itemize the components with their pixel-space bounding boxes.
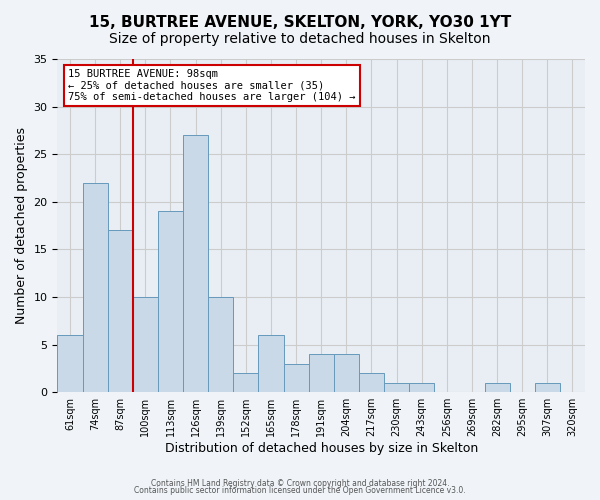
Bar	[208, 297, 233, 392]
Bar	[259, 335, 284, 392]
Y-axis label: Number of detached properties: Number of detached properties	[15, 127, 28, 324]
Text: 15, BURTREE AVENUE, SKELTON, YORK, YO30 1YT: 15, BURTREE AVENUE, SKELTON, YORK, YO30 …	[89, 15, 511, 30]
Bar	[308, 354, 334, 392]
Text: Contains public sector information licensed under the Open Government Licence v3: Contains public sector information licen…	[134, 486, 466, 495]
Bar	[107, 230, 133, 392]
Bar	[535, 382, 560, 392]
Bar	[83, 183, 107, 392]
Text: Size of property relative to detached houses in Skelton: Size of property relative to detached ho…	[109, 32, 491, 46]
Bar	[158, 212, 183, 392]
Bar	[485, 382, 509, 392]
X-axis label: Distribution of detached houses by size in Skelton: Distribution of detached houses by size …	[164, 442, 478, 455]
Bar	[284, 364, 308, 392]
Bar	[359, 373, 384, 392]
Text: Contains HM Land Registry data © Crown copyright and database right 2024.: Contains HM Land Registry data © Crown c…	[151, 478, 449, 488]
Bar	[334, 354, 359, 392]
Bar	[409, 382, 434, 392]
Text: 15 BURTREE AVENUE: 98sqm
← 25% of detached houses are smaller (35)
75% of semi-d: 15 BURTREE AVENUE: 98sqm ← 25% of detach…	[68, 69, 355, 102]
Bar	[58, 335, 83, 392]
Bar	[133, 297, 158, 392]
Bar	[233, 373, 259, 392]
Bar	[183, 135, 208, 392]
Bar	[384, 382, 409, 392]
